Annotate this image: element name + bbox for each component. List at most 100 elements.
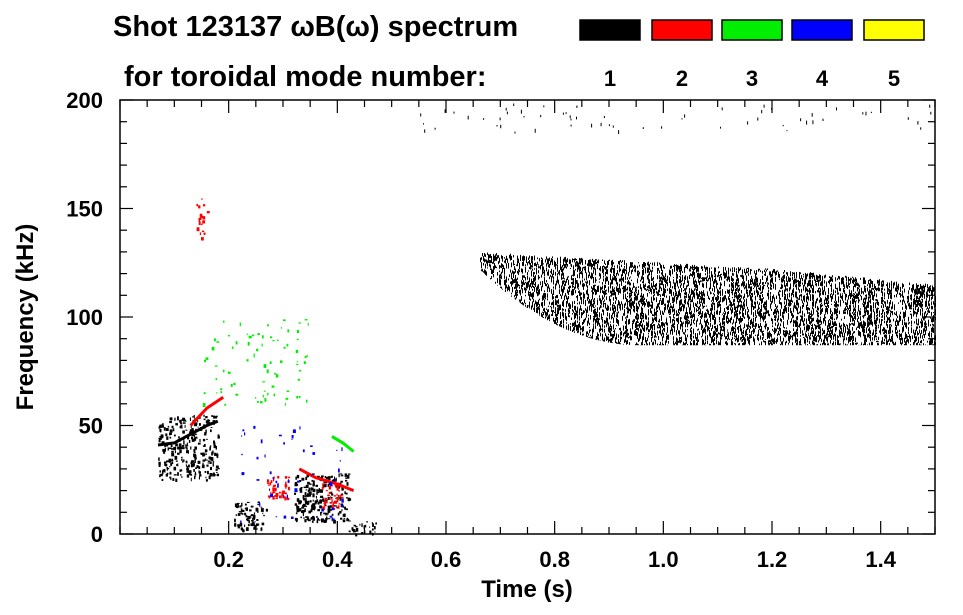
spectral-point (719, 291, 720, 294)
spectral-point (345, 479, 348, 482)
spectral-point (853, 323, 854, 326)
spectral-point (878, 301, 879, 306)
spectral-point (931, 290, 932, 297)
spectral-point (502, 256, 503, 262)
spectral-point (699, 311, 700, 315)
spectral-point (731, 316, 732, 321)
spectral-point (285, 397, 289, 400)
spectral-point (746, 289, 747, 294)
spectral-point (688, 316, 689, 319)
spectral-point (246, 501, 250, 503)
spectral-point (587, 320, 588, 326)
spectral-point (683, 322, 684, 324)
spectral-point (889, 289, 890, 295)
spectral-point (352, 529, 356, 533)
spectral-point (714, 330, 715, 336)
spectral-point (811, 284, 812, 289)
spectral-point (873, 295, 874, 301)
spectral-point (918, 288, 919, 294)
spectral-point (636, 291, 637, 294)
spectral-point (663, 275, 664, 281)
spectral-point (765, 341, 766, 346)
spectral-point (174, 446, 177, 450)
spectral-point (889, 317, 890, 323)
spectral-point (905, 310, 906, 317)
spectral-point (681, 280, 682, 283)
spectral-point (679, 330, 680, 336)
spectral-point (665, 303, 666, 311)
spectral-point (779, 299, 780, 304)
spectral-point (184, 424, 186, 428)
spectral-point (563, 312, 564, 319)
spectral-point (741, 290, 742, 294)
spectral-point (710, 312, 711, 317)
spectral-point (929, 331, 930, 338)
spectral-point (793, 279, 794, 287)
spectral-point (484, 269, 485, 274)
spectral-point (212, 473, 216, 477)
spectral-point (636, 302, 637, 310)
spectral-point (734, 337, 735, 339)
spectral-point (882, 302, 883, 305)
spectral-point (760, 322, 761, 327)
spectral-point (487, 252, 488, 256)
spectral-point (738, 288, 739, 293)
spectral-point (201, 230, 205, 233)
spectral-point (549, 301, 550, 305)
spectral-point (834, 333, 835, 337)
spectral-point (524, 299, 525, 304)
spectral-point (559, 304, 560, 311)
spectral-point (548, 315, 549, 320)
spectral-point (235, 514, 238, 516)
spectral-point (554, 319, 555, 324)
spectral-point (878, 327, 879, 329)
spectral-point (653, 277, 654, 280)
spectral-point (576, 105, 578, 108)
spectral-point (210, 429, 212, 433)
spectral-point (305, 485, 309, 488)
spectral-point (922, 291, 923, 298)
spectral-point (359, 523, 361, 526)
spectral-point (849, 289, 850, 297)
spectral-point (695, 279, 696, 283)
spectral-point (170, 444, 173, 448)
spectral-point (497, 284, 498, 286)
spectral-point (629, 266, 630, 273)
spectral-point (780, 323, 781, 327)
spectral-point (568, 279, 569, 286)
spectral-point (337, 483, 340, 487)
spectral-point (486, 271, 487, 276)
spectral-point (364, 524, 367, 528)
spectral-point (302, 449, 305, 453)
spectral-point (539, 298, 540, 301)
spectral-point (304, 319, 308, 321)
spectral-point (663, 284, 664, 290)
spectral-point (544, 293, 545, 299)
spectral-point (724, 295, 725, 298)
spectral-point (577, 274, 578, 279)
spectral-point (844, 308, 845, 312)
spectral-point (786, 307, 787, 313)
spectral-point (623, 313, 624, 316)
spectral-point (612, 342, 613, 344)
spectral-point (845, 306, 846, 311)
spectral-point (800, 315, 801, 317)
spectral-point (582, 279, 583, 283)
spectral-point (852, 327, 853, 331)
spectral-point (797, 331, 798, 337)
spectral-point (906, 339, 907, 344)
spectral-point (265, 508, 268, 512)
spectral-point (644, 284, 645, 290)
spectral-point (724, 308, 725, 312)
spectral-point (884, 292, 885, 297)
spectral-point (169, 471, 172, 475)
spectral-point (204, 432, 207, 436)
spectral-point (874, 319, 875, 325)
spectral-point (566, 295, 567, 300)
spectral-point (324, 482, 328, 484)
spectral-point (696, 337, 697, 341)
spectral-point (728, 267, 729, 275)
spectral-point (559, 289, 560, 294)
spectral-point (805, 279, 806, 285)
spectral-point (810, 337, 811, 340)
